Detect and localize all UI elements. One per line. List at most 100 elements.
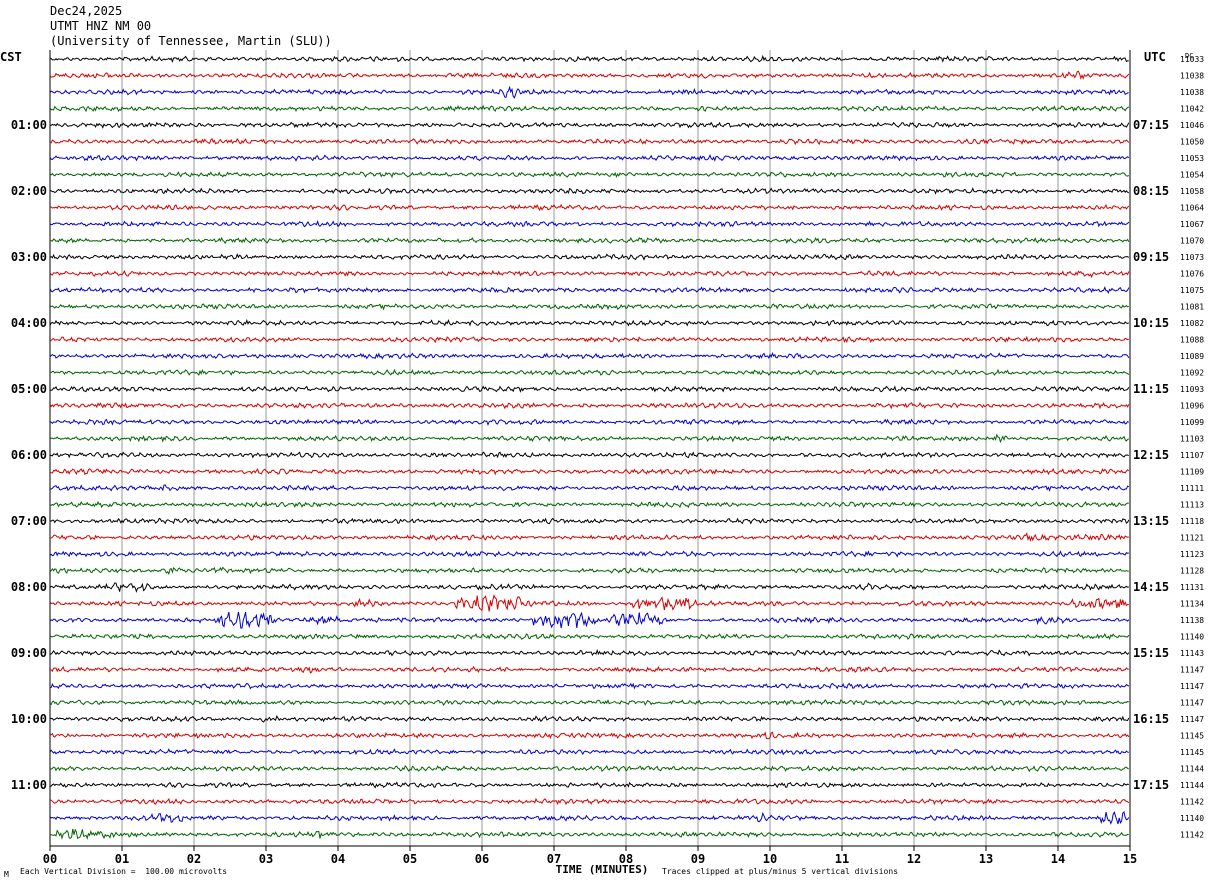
dc-offset-label: 11042 [1180, 105, 1204, 114]
seismic-trace [49, 352, 1130, 360]
cst-hour-label: 06:00 [11, 448, 47, 462]
utc-hour-label: 07:15 [1133, 118, 1169, 132]
seismic-trace [49, 467, 1130, 476]
seismic-trace [49, 253, 1130, 261]
cst-hour-label: 04:00 [11, 316, 47, 330]
cst-hour-label: 05:00 [11, 382, 47, 396]
dc-offset-label: 11092 [1180, 369, 1204, 378]
dc-offset-label: 11054 [1180, 171, 1204, 180]
seismic-trace [49, 699, 1129, 706]
utc-hour-label: 12:15 [1133, 448, 1169, 462]
dc-offset-label: 11142 [1180, 831, 1204, 840]
seismic-trace [49, 236, 1130, 245]
time-axis-tick-label: 15 [1123, 852, 1137, 866]
seismic-trace [49, 219, 1130, 228]
seismic-trace [49, 715, 1130, 723]
dc-offset-label: 11093 [1180, 385, 1204, 394]
dc-column-label: DC [1185, 52, 1193, 60]
dc-offset-label: 11144 [1180, 781, 1204, 790]
cst-hour-label: 07:00 [11, 514, 47, 528]
time-axis-tick-label: 01 [115, 852, 129, 866]
time-axis-tick-label: 03 [259, 852, 273, 866]
seismic-trace [49, 54, 1129, 63]
seismic-trace [49, 402, 1130, 410]
cst-hour-label: 09:00 [11, 646, 47, 660]
dc-offset-label: 11109 [1180, 468, 1204, 477]
seismic-trace [49, 104, 1130, 113]
dc-offset-label: 11050 [1180, 138, 1204, 147]
dc-offset-label: 11067 [1180, 220, 1204, 229]
corner-mark: M [4, 870, 9, 879]
time-axis-title: TIME (MINUTES) [556, 863, 649, 876]
time-axis-tick-label: 12 [907, 852, 921, 866]
dc-offset-label: 11096 [1180, 402, 1204, 411]
seismic-trace [49, 269, 1130, 279]
seismic-trace [49, 611, 1130, 629]
seismic-trace [49, 566, 1129, 576]
dc-offset-label: 11147 [1180, 699, 1204, 708]
dc-offset-label: 11147 [1180, 715, 1204, 724]
dc-offset-label: 11107 [1180, 451, 1204, 460]
dc-offset-label: 11142 [1180, 798, 1204, 807]
seismic-trace [49, 418, 1130, 427]
time-axis-tick-label: 06 [475, 852, 489, 866]
dc-offset-label: 11070 [1180, 237, 1204, 246]
dc-offset-label: 11131 [1180, 583, 1204, 592]
dc-offset-label: 11046 [1180, 121, 1204, 130]
time-axis-tick-label: 04 [331, 852, 345, 866]
seismic-trace [49, 171, 1130, 179]
dc-offset-label: 11118 [1180, 517, 1204, 526]
dc-offset-label: 11138 [1180, 616, 1204, 625]
seismic-trace [50, 665, 1129, 674]
dc-offset-label: 11038 [1180, 88, 1204, 97]
station-code: UTMT HNZ NM 00 [50, 19, 152, 33]
seismic-trace [49, 532, 1129, 542]
dc-offset-label: 11075 [1180, 286, 1204, 295]
seismic-trace [49, 731, 1130, 740]
network-name: (University of Tennessee, Martin (SLU)) [50, 34, 332, 48]
cst-hour-label: 10:00 [11, 712, 47, 726]
dc-offset-label: 11089 [1180, 352, 1204, 361]
time-axis-tick-label: 13 [979, 852, 993, 866]
time-axis-tick-label: 02 [187, 852, 201, 866]
seismic-trace [49, 154, 1130, 162]
dc-offset-label: 11144 [1180, 765, 1204, 774]
seismic-trace [49, 484, 1130, 492]
seismic-trace [49, 285, 1130, 294]
seismic-trace [49, 550, 1130, 558]
seismic-trace [49, 517, 1130, 525]
seismic-trace [49, 187, 1130, 195]
utc-hour-label: 11:15 [1133, 382, 1169, 396]
dc-offset-label: 11145 [1180, 748, 1204, 757]
seismic-trace [49, 811, 1130, 825]
utc-hour-label: 16:15 [1133, 712, 1169, 726]
seismic-trace [49, 335, 1129, 344]
time-axis-tick-label: 00 [43, 852, 57, 866]
seismic-trace [49, 203, 1130, 212]
cst-hour-label: 01:00 [11, 118, 47, 132]
seismic-trace [49, 500, 1129, 509]
seismic-trace [49, 121, 1130, 129]
utc-hour-label: 08:15 [1133, 184, 1169, 198]
vertical-division-note: Each Vertical Division = 100.00 microvol… [20, 867, 228, 876]
utc-hour-label: 13:15 [1133, 514, 1169, 528]
seismic-trace [49, 797, 1130, 806]
seismic-trace [49, 433, 1130, 444]
dc-offset-label: 11076 [1180, 270, 1204, 279]
plot-date: Dec24,2025 [50, 4, 123, 18]
dc-offset-label: 11088 [1180, 336, 1204, 345]
dc-offset-label: 11081 [1180, 303, 1204, 312]
seismic-trace [49, 682, 1130, 690]
dc-offset-label: 11140 [1180, 814, 1204, 823]
cst-hour-label: 03:00 [11, 250, 47, 264]
seismic-trace [49, 594, 1129, 612]
seismic-trace [49, 648, 1130, 657]
seismic-trace [49, 748, 1129, 756]
seismic-trace [49, 764, 1129, 773]
dc-offset-label: 11064 [1180, 204, 1204, 213]
cst-hour-label: 02:00 [11, 184, 47, 198]
utc-hour-label: 14:15 [1133, 580, 1169, 594]
dc-offset-label: 11033 [1180, 55, 1204, 64]
dc-offset-label: 11111 [1180, 484, 1204, 493]
